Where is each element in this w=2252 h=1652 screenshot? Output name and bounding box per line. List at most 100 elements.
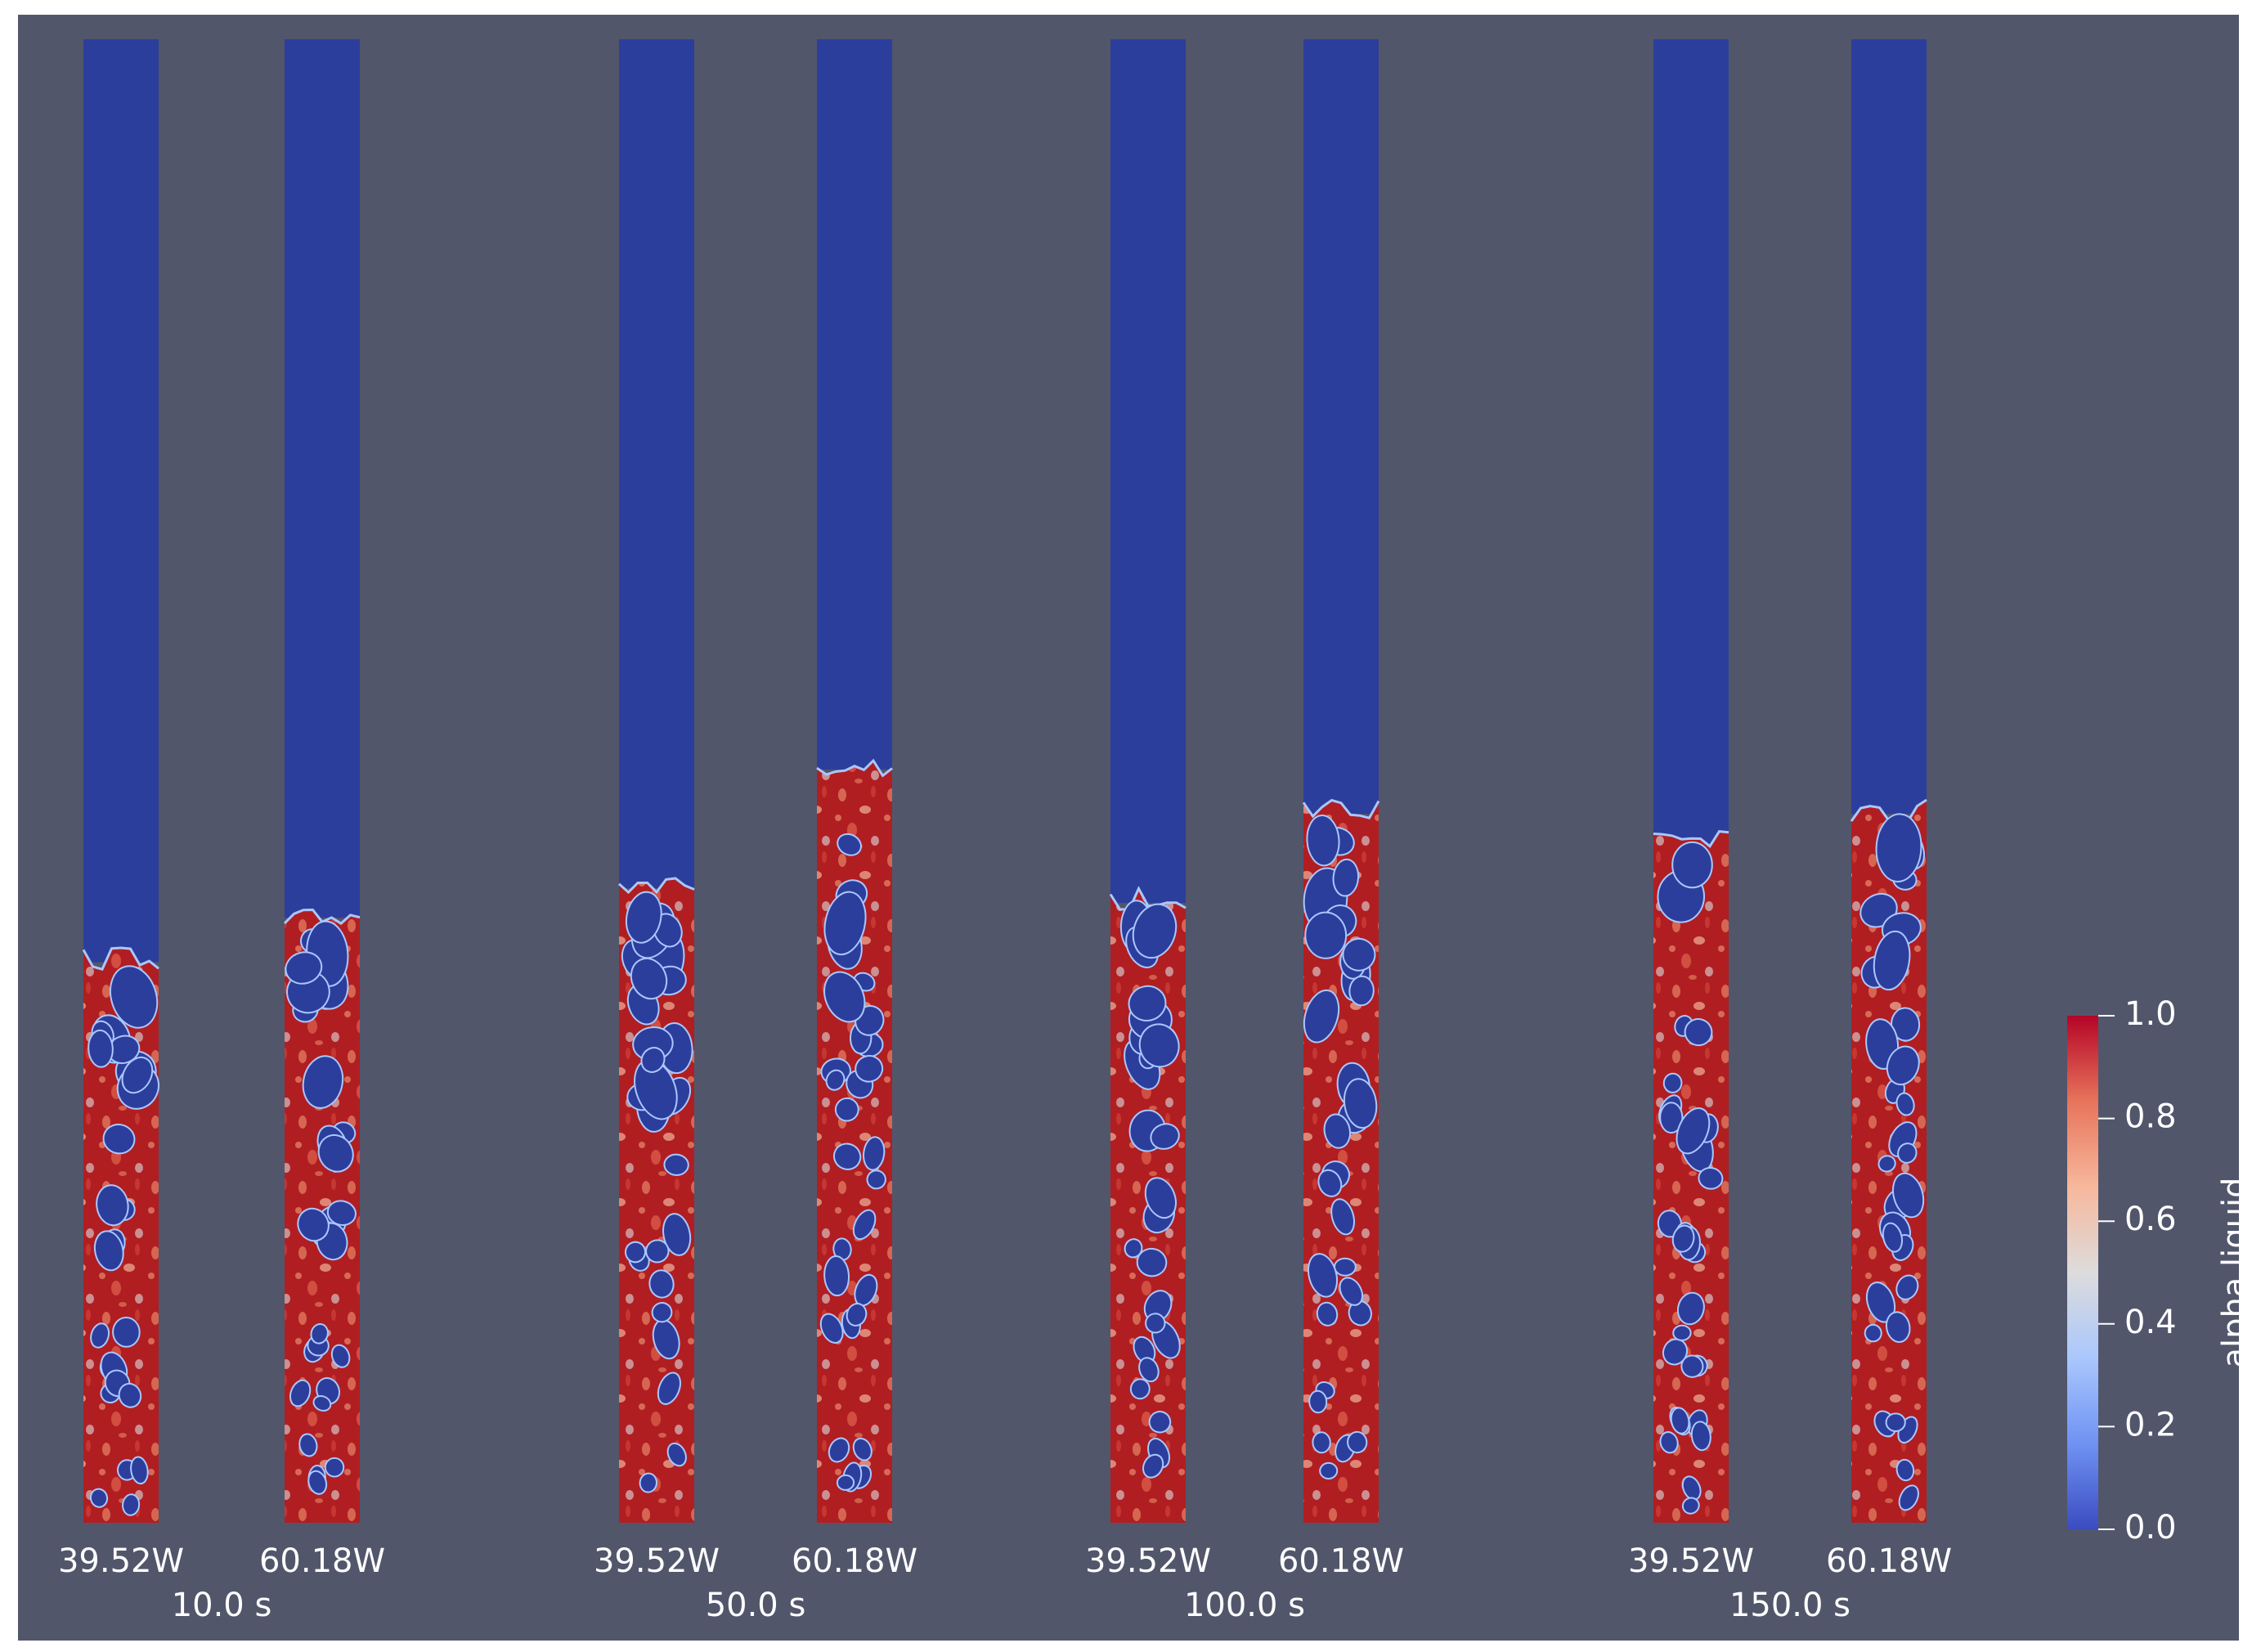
gas-region — [1303, 39, 1379, 815]
colorbar-tick-label: 0.6 — [2124, 1201, 2177, 1238]
colorbar-tick-label: 0.4 — [2124, 1304, 2177, 1341]
colorbar-tick-label: 0.2 — [2124, 1406, 2177, 1443]
gas-bubble — [1138, 1023, 1180, 1068]
gas-bubble — [1303, 989, 1340, 1044]
gas-bubble — [93, 1230, 124, 1272]
liquid-interface — [1109, 886, 1187, 911]
gas-bubble — [1886, 1045, 1920, 1086]
gas-bubble — [1323, 1113, 1352, 1149]
gas-bubble — [1662, 1072, 1683, 1093]
gas-bubble — [112, 1317, 141, 1348]
gas-bubble — [297, 1207, 330, 1242]
gas-bubble — [1132, 903, 1178, 959]
gas-bubble — [1129, 1378, 1151, 1400]
gas-bubble — [90, 1322, 110, 1349]
gas-bubble — [89, 1488, 109, 1508]
gas-bubble — [307, 1470, 328, 1495]
gas-bubble — [1342, 937, 1376, 972]
gas-bubble — [1895, 1092, 1915, 1116]
liquid-interface — [816, 758, 893, 778]
gas-bubble — [298, 1433, 318, 1457]
gas-bubble — [648, 1269, 675, 1299]
simulation-column — [1850, 39, 1927, 1523]
gas-bubble — [1875, 813, 1922, 882]
gas-bubble — [823, 1255, 850, 1297]
gas-bubble — [312, 1395, 332, 1412]
gas-bubble — [1680, 1354, 1704, 1378]
gas-bubble — [1339, 1277, 1364, 1306]
column-label: 39.52W — [1628, 1542, 1754, 1580]
gas-bubble — [657, 1371, 681, 1405]
column-label: 39.52W — [594, 1542, 720, 1580]
gas-bubble — [1676, 1107, 1711, 1155]
gas-bubble — [1659, 1431, 1679, 1454]
gas-bubble — [630, 957, 668, 1000]
simulation-column — [617, 39, 695, 1523]
gas-bubble — [1885, 1412, 1906, 1432]
liquid-interface — [1302, 798, 1380, 819]
gas-bubble — [852, 1209, 877, 1241]
gas-bubble — [1877, 1155, 1896, 1173]
gas-bubble — [1347, 1430, 1368, 1454]
gas-bubble — [324, 1457, 345, 1478]
gas-bubble — [662, 1213, 692, 1256]
gas-bubble — [1670, 1407, 1690, 1434]
liquid-interface — [82, 946, 159, 971]
gas-bubble — [317, 1134, 354, 1173]
gas-bubble — [302, 1055, 344, 1109]
gas-bubble — [1885, 1311, 1911, 1343]
gas-bubble — [326, 1200, 357, 1226]
gas-bubble — [825, 1069, 846, 1091]
simulation-column — [82, 39, 160, 1523]
gas-bubble — [866, 1169, 886, 1190]
gas-bubble — [625, 891, 662, 944]
gas-bubble — [1138, 1357, 1160, 1383]
gas-bubble — [639, 1472, 658, 1493]
time-label: 150.0 s — [1729, 1587, 1850, 1624]
colorbar-ticks: 1.0 0.8 0.6 0.4 0.2 0.0 — [2098, 995, 2177, 1547]
gas-bubble — [1873, 930, 1911, 991]
gas-bubble — [1312, 1431, 1331, 1454]
gas-region — [285, 39, 360, 918]
colorbar-tick-label: 0.8 — [2124, 1098, 2177, 1136]
gas-bubble — [1681, 1497, 1700, 1515]
gas-region — [619, 39, 694, 888]
gas-bubble — [1148, 1411, 1172, 1434]
gas-bubble — [846, 1303, 868, 1327]
gas-bubble — [1671, 1224, 1695, 1253]
gas-bubble — [1676, 1291, 1705, 1326]
simulation-column — [283, 39, 361, 1523]
gas-bubble — [1144, 1177, 1178, 1219]
gas-bubble — [1684, 1018, 1713, 1047]
gas-bubble — [1882, 1222, 1903, 1253]
gas-bubble — [1898, 1484, 1919, 1511]
gas-bubble — [651, 1302, 673, 1323]
gas-bubble — [1330, 1198, 1356, 1236]
gas-bubble — [118, 1382, 142, 1408]
gas-bubble — [823, 891, 867, 956]
gas-bubble — [1671, 841, 1713, 889]
gas-bubble — [832, 1142, 862, 1170]
gas-bubble — [819, 1313, 844, 1344]
colorbar-gradient — [2067, 1016, 2098, 1529]
gas-bubble — [1334, 1257, 1357, 1277]
gas-bubble — [1307, 1253, 1339, 1298]
gas-bubble — [1306, 815, 1340, 867]
gas-bubble — [828, 1437, 850, 1463]
gas-bubble — [823, 971, 866, 1023]
simulation-column — [816, 39, 893, 1523]
gas-bubble — [1319, 1461, 1339, 1480]
gas-bubble — [1124, 1238, 1143, 1259]
simulation-column — [1653, 39, 1729, 1523]
gas-region — [83, 39, 159, 963]
gas-bubble — [1897, 1142, 1918, 1164]
gas-bubble — [837, 833, 862, 856]
gas-bubble — [1317, 1169, 1343, 1197]
columns-layer — [82, 39, 1927, 1523]
simulation-column — [1302, 39, 1380, 1523]
gas-bubble — [121, 1056, 154, 1094]
gas-bubble — [1145, 1313, 1166, 1334]
gas-bubble — [1136, 1247, 1168, 1277]
gas-bubble — [109, 965, 159, 1029]
column-label: 39.52W — [1085, 1542, 1211, 1580]
